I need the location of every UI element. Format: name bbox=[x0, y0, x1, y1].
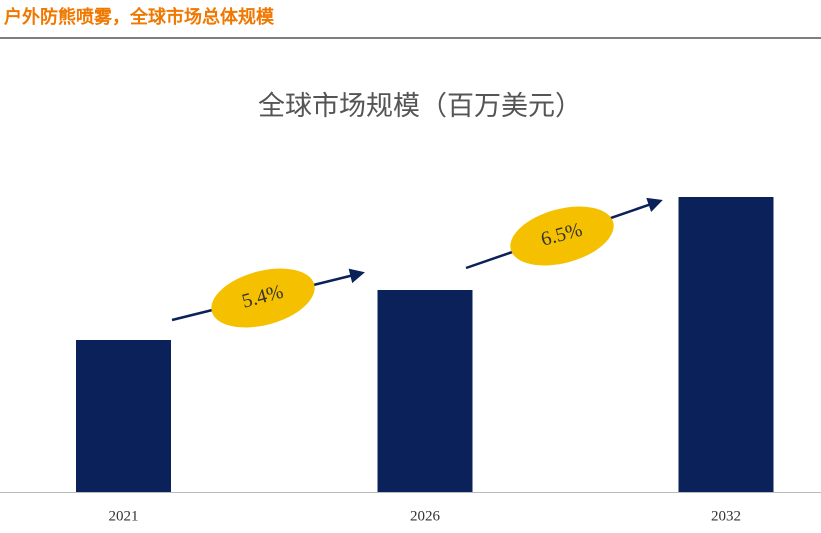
cagr-badge bbox=[211, 268, 315, 328]
chart-title: 全球市场规模（百万美元） bbox=[258, 91, 582, 121]
bar bbox=[678, 197, 774, 492]
bar bbox=[76, 340, 171, 492]
cagr-badge bbox=[510, 206, 614, 266]
page-header: 户外防熊喷雾，全球市场总体规模 bbox=[4, 6, 275, 27]
bar bbox=[377, 290, 473, 492]
x-tick-label: 2032 bbox=[711, 508, 741, 524]
x-tick-label: 2021 bbox=[109, 508, 139, 524]
x-tick-label: 2026 bbox=[410, 508, 441, 524]
